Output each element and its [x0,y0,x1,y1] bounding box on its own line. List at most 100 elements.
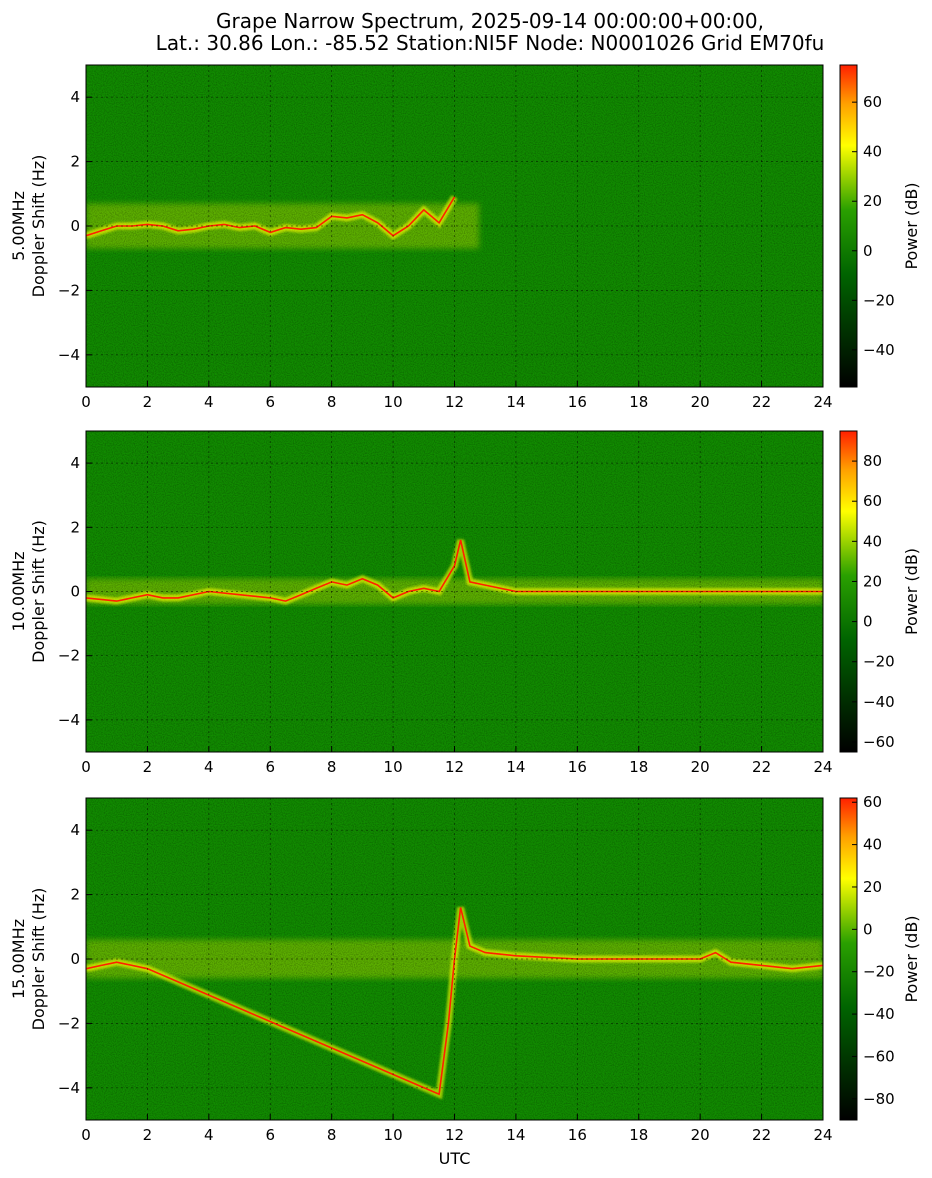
x-tick-label: 10 [384,1126,403,1144]
y-axis-label-frequency: 15.00MHz [9,919,28,999]
y-tick-label: −4 [58,1079,80,1097]
colorbar-tick-label: 0 [863,242,873,260]
colorbar-tick-label: 20 [863,192,882,210]
y-tick-label: −2 [58,281,80,299]
plot-area [86,65,823,387]
y-axis-label: Doppler Shift (Hz) [29,520,48,663]
x-tick-label: 12 [445,758,464,776]
colorbar-tick-label: −40 [863,341,895,359]
x-tick-label: 8 [327,758,337,776]
colorbar-tick-label: −40 [863,1005,895,1023]
colorbar-tick-label: 0 [863,920,873,938]
chart-title-line1: Grape Narrow Spectrum, 2025-09-14 00:00:… [216,9,764,33]
x-tick-label: 24 [813,758,832,776]
x-tick-label: 4 [204,1126,214,1144]
x-tick-label: 20 [691,1126,710,1144]
y-tick-label: −4 [58,711,80,729]
colorbar-tick-label: −80 [863,1090,895,1108]
plot-area [86,798,823,1120]
y-tick-label: −2 [58,1014,80,1032]
y-tick-label: 4 [70,454,80,472]
y-tick-label: 0 [70,583,80,601]
y-axis-label-frequency: 5.00MHz [9,191,28,261]
x-tick-label: 24 [813,393,832,411]
x-tick-label: 6 [265,393,275,411]
x-axis-label: UTC [439,1149,471,1168]
carrier-trace [86,539,823,602]
x-tick-label: 4 [204,758,214,776]
x-tick-label: 8 [327,393,337,411]
x-tick-label: 18 [629,1126,648,1144]
x-tick-label: 16 [568,393,587,411]
x-tick-label: 2 [143,758,153,776]
y-axis-label: Doppler Shift (Hz) [29,888,48,1031]
x-tick-label: 20 [691,758,710,776]
y-tick-label: 2 [70,886,80,904]
colorbar-tick-label: −60 [863,1047,895,1065]
colorbar-tick-label: −40 [863,693,895,711]
x-tick-label: 22 [752,758,771,776]
x-tick-label: 22 [752,393,771,411]
colorbar-tick-label: 40 [863,143,882,161]
y-tick-label: 2 [70,518,80,536]
x-tick-label: 0 [81,393,91,411]
colorbar-tick-label: 40 [863,532,882,550]
x-tick-label: 8 [327,1126,337,1144]
carrier-trace [86,907,823,1096]
y-tick-label: 0 [70,950,80,968]
x-tick-label: 10 [384,758,403,776]
x-tick-label: 18 [629,393,648,411]
colorbar [839,64,858,388]
colorbar-label: Power (dB) [902,182,921,269]
y-axis-label: Doppler Shift (Hz) [29,155,48,298]
colorbar-tick-label: 20 [863,878,882,896]
y-tick-label: −2 [58,647,80,665]
x-tick-label: 6 [265,1126,275,1144]
x-tick-label: 12 [445,393,464,411]
x-tick-label: 14 [506,758,525,776]
x-tick-label: 16 [568,1126,587,1144]
chart-title-line2: Lat.: 30.86 Lon.: -85.52 Station:NI5F No… [156,31,825,55]
colorbar [839,797,858,1121]
x-tick-label: 10 [384,393,403,411]
x-tick-label: 20 [691,393,710,411]
colorbar-tick-label: 80 [863,452,882,470]
plot-area [86,431,823,752]
x-tick-label: 6 [265,758,275,776]
y-tick-label: 4 [70,88,80,106]
colorbar-tick-label: 60 [863,93,882,111]
y-tick-label: 0 [70,217,80,235]
y-tick-label: 4 [70,821,80,839]
colorbar-tick-label: 40 [863,836,882,854]
x-tick-label: 2 [143,393,153,411]
colorbar-tick-label: 60 [863,793,882,811]
colorbar-label: Power (dB) [902,548,921,635]
colorbar-tick-label: −20 [863,653,895,671]
x-tick-label: 22 [752,1126,771,1144]
x-tick-label: 0 [81,758,91,776]
y-axis-label-frequency: 10.00MHz [9,551,28,631]
x-tick-label: 0 [81,1126,91,1144]
y-tick-label: −4 [58,346,80,364]
x-tick-label: 4 [204,393,214,411]
x-tick-label: 14 [506,393,525,411]
colorbar-tick-label: 20 [863,572,882,590]
y-tick-label: 2 [70,153,80,171]
colorbar-tick-label: 60 [863,492,882,510]
colorbar-tick-label: 0 [863,613,873,631]
colorbar-tick-label: −20 [863,963,895,981]
x-tick-label: 24 [813,1126,832,1144]
colorbar-label: Power (dB) [902,915,921,1002]
colorbar-tick-label: −60 [863,733,895,751]
x-tick-label: 12 [445,1126,464,1144]
x-tick-label: 2 [143,1126,153,1144]
colorbar-tick-label: −20 [863,291,895,309]
x-tick-label: 18 [629,758,648,776]
x-tick-label: 14 [506,1126,525,1144]
x-tick-label: 16 [568,758,587,776]
